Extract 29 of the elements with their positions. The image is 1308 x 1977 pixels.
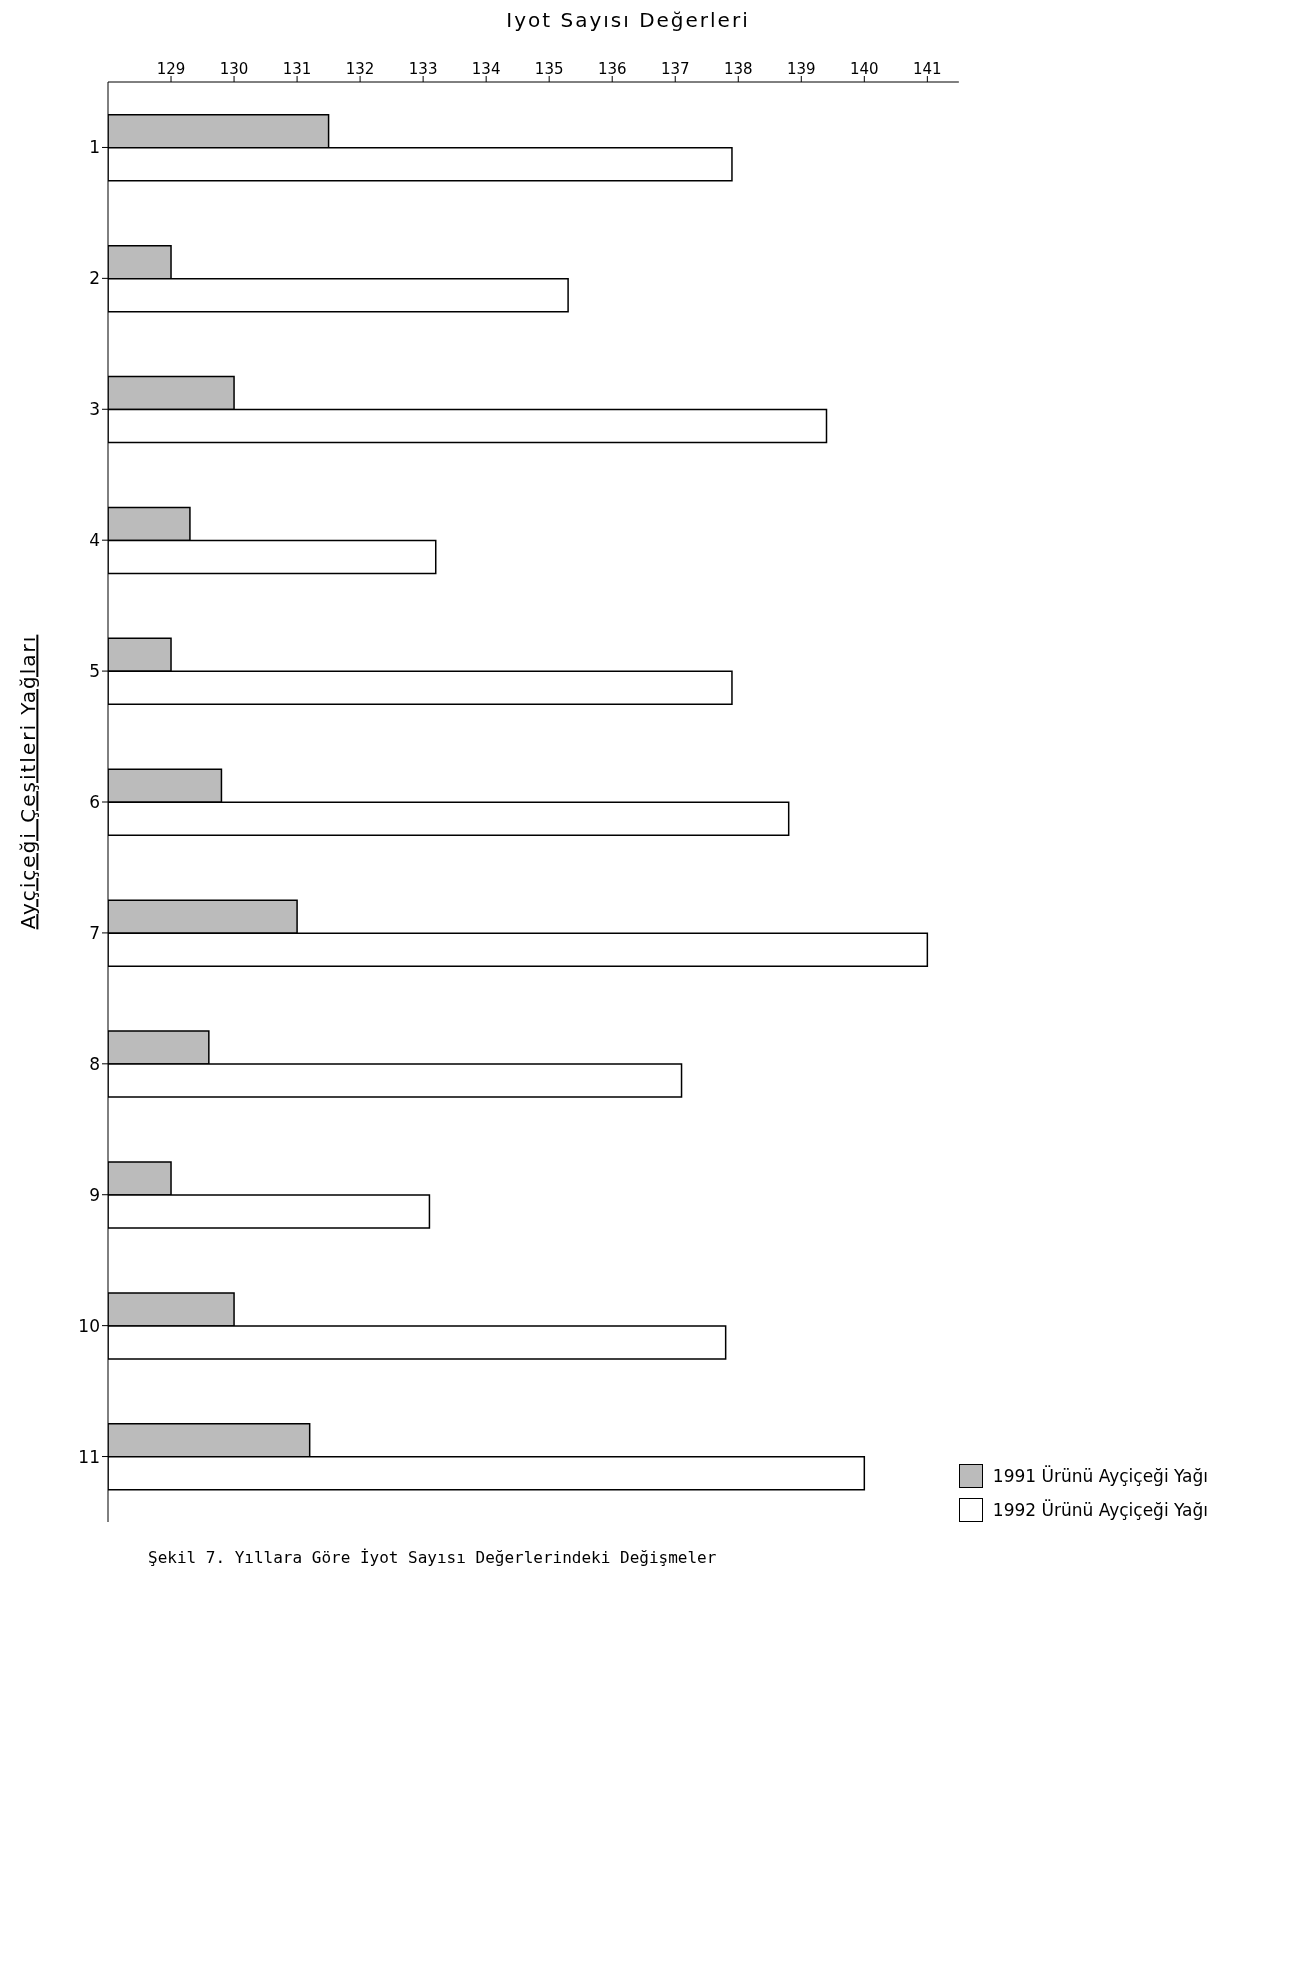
y-tick-label: 5 — [89, 661, 100, 682]
text: Şekil 7. Yıllara Göre İyot Sayısı Değerlerindeki Değişmeler — [148, 1548, 718, 1567]
x-tick-label: 133 — [408, 60, 438, 78]
y-tick-label: 6 — [89, 792, 100, 813]
y-tick-label: 1 — [89, 137, 100, 158]
x-tick-label: 136 — [597, 60, 627, 78]
x-tick-label: 141 — [913, 60, 942, 78]
y-tick-label: 8 — [89, 1053, 100, 1074]
y-tick-label: 2 — [89, 268, 100, 289]
x-tick-label: 130 — [219, 60, 249, 78]
x-axis-title: Iyot Sayısı Değerleri — [505, 8, 751, 32]
x-tick-label: 131 — [282, 60, 312, 78]
y-tick-label: 9 — [89, 1184, 100, 1205]
y-tick-label: 3 — [89, 399, 100, 420]
x-tick-label: 139 — [786, 60, 816, 78]
x-tick-label: 134 — [471, 60, 501, 78]
x-tick-label: 138 — [723, 60, 753, 78]
y-tick-label: 7 — [89, 922, 100, 943]
y-tick-label: 11 — [78, 1446, 100, 1467]
y-tick-label: 4 — [89, 530, 100, 551]
legend-label: 1992 Ürünü Ayçiçeği Yağı — [992, 1500, 1208, 1520]
x-tick-label: 137 — [660, 60, 690, 78]
legend-label: 1991 Ürünü Ayçiçeği Yağı — [992, 1466, 1208, 1486]
x-tick-label: 135 — [534, 60, 564, 78]
x-tick-label: 129 — [156, 60, 186, 78]
y-axis-title: Ayçiçeği Çeşitleri Yağları — [16, 634, 40, 930]
x-tick-label: 132 — [345, 60, 375, 78]
x-tick-label: 140 — [850, 60, 879, 78]
y-tick-label: 10 — [78, 1315, 100, 1336]
